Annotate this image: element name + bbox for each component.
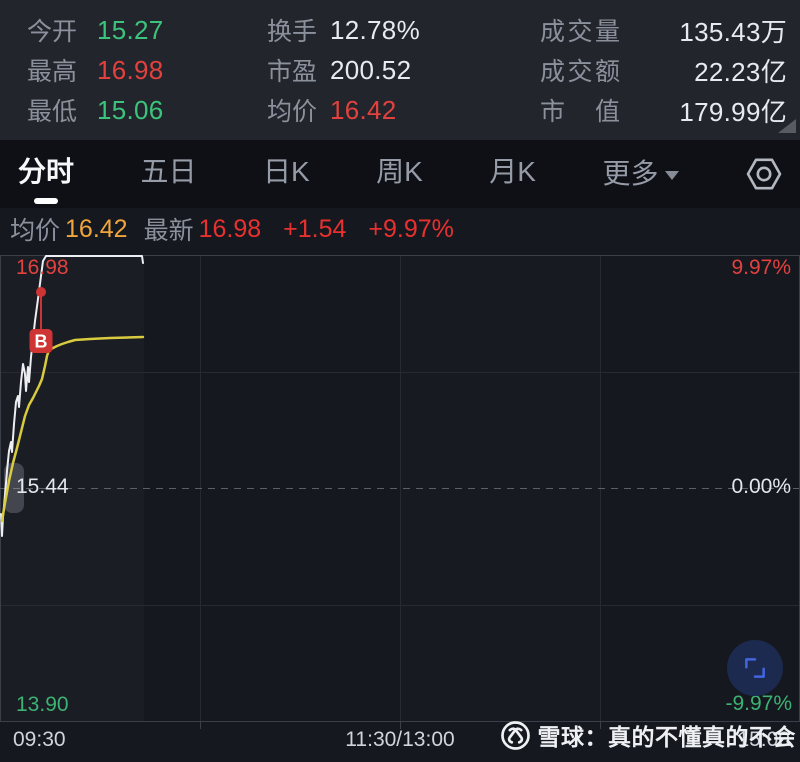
svg-text:B: B [35, 332, 48, 352]
stats-panel: 今开 15.27 最高 16.98 最低 15.06 换手 12.78% 市盈 … [0, 0, 800, 140]
tab-five-day[interactable]: 五日 [140, 140, 196, 208]
x-label-close: 15:00 [737, 728, 790, 751]
price-change: +1.54 [283, 214, 347, 243]
stat-amount: 成交额 22.23亿 [540, 50, 787, 90]
stat-low: 最低 15.06 [27, 90, 267, 130]
stat-value: 12.78% [330, 14, 420, 45]
stats-col-left: 今开 15.27 最高 16.98 最低 15.06 [27, 10, 267, 140]
tab-minute[interactable]: 分时 [18, 140, 74, 208]
fullscreen-button[interactable] [727, 640, 783, 696]
stat-market-cap: 市值 179.99亿 [540, 90, 787, 130]
y-label-pct-high: 9.97% [731, 256, 791, 279]
stat-label: 均价 [267, 98, 318, 126]
stats-col-right: 成交量 135.43万 成交额 22.23亿 市值 179.99亿 [540, 10, 787, 140]
last-price-value: 16.98 [198, 214, 262, 243]
stat-value: 179.99亿 [679, 96, 787, 127]
tab-label: 周K [376, 156, 423, 187]
avg-price-label: 均价 [10, 217, 61, 245]
stat-label: 市盈 [267, 58, 318, 86]
y-label-mid: 15.44 [16, 475, 69, 498]
tab-label: 分时 [18, 156, 75, 187]
y-label-pct-mid: 0.00% [731, 475, 791, 498]
expand-corner-icon[interactable] [778, 119, 796, 133]
stat-value: 16.42 [330, 94, 397, 125]
minute-chart-area[interactable]: B 16.98 9.97% 15.44 0.00% 13.90 -9.97% 0… [0, 250, 800, 762]
stat-avg-price: 均价 16.42 [267, 90, 540, 130]
active-tab-underline [34, 198, 58, 204]
chart-settings-button[interactable] [746, 140, 782, 208]
stat-label: 市值 [540, 98, 620, 126]
tab-weekly-k[interactable]: 周K [376, 140, 423, 208]
price-change-pct: +9.97% [368, 214, 454, 243]
xueqiu-watermark: 雪球：真的不懂真的不会 [500, 718, 797, 752]
tab-monthly-k[interactable]: 月K [489, 140, 536, 208]
stat-label: 今开 [27, 18, 78, 46]
y-label-pct-low: -9.97% [725, 692, 792, 715]
tab-label: 更多 [602, 158, 659, 189]
tab-label: 日K [262, 156, 310, 187]
avg-price-value: 16.42 [65, 214, 128, 243]
stats-col-mid: 换手 12.78% 市盈 200.52 均价 16.42 [267, 10, 540, 140]
x-label-noon: 11:30/13:00 [345, 728, 455, 751]
stat-label: 成交额 [540, 58, 620, 86]
last-price-label: 最新 [143, 217, 194, 245]
stat-value: 135.43万 [679, 16, 787, 47]
stat-value: 22.23亿 [694, 56, 787, 87]
xueqiu-logo-icon [500, 720, 530, 750]
stat-turnover: 换手 12.78% [267, 10, 540, 50]
stat-value: 200.52 [330, 54, 412, 85]
minute-chart-svg[interactable]: B [0, 255, 800, 730]
stat-open: 今开 15.27 [27, 10, 267, 50]
x-label-open: 09:30 [13, 728, 66, 751]
stat-value: 16.98 [97, 54, 164, 85]
stat-label: 最高 [27, 58, 78, 86]
stat-label: 换手 [267, 18, 318, 46]
stat-value: 15.06 [97, 94, 164, 125]
stat-value: 15.27 [97, 14, 164, 45]
watermark-text: 雪球：真的不懂真的不会 [537, 724, 796, 750]
tab-daily-k[interactable]: 日K [263, 140, 310, 208]
tab-label: 五日 [140, 156, 197, 187]
stat-high: 最高 16.98 [27, 50, 267, 90]
y-label-high: 16.98 [16, 256, 69, 279]
buy-marker[interactable] [29, 329, 53, 353]
settings-icon [746, 158, 782, 190]
fullscreen-icon [745, 658, 765, 678]
stat-label: 成交量 [540, 18, 620, 46]
stat-label: 最低 [27, 98, 78, 126]
price-info-row: 均价 16.42 最新 16.98 +1.54 +9.97% [0, 208, 800, 250]
tab-label: 月K [489, 156, 536, 187]
stat-pe: 市盈 200.52 [267, 50, 540, 90]
tab-more-dropdown[interactable]: 更多 [602, 140, 680, 208]
stat-volume: 成交量 135.43万 [540, 10, 787, 50]
y-label-low: 13.90 [16, 693, 69, 716]
chart-tab-bar: 分时 五日 日K 周K 月K 更多 [0, 140, 800, 208]
chevron-down-icon [665, 171, 680, 180]
